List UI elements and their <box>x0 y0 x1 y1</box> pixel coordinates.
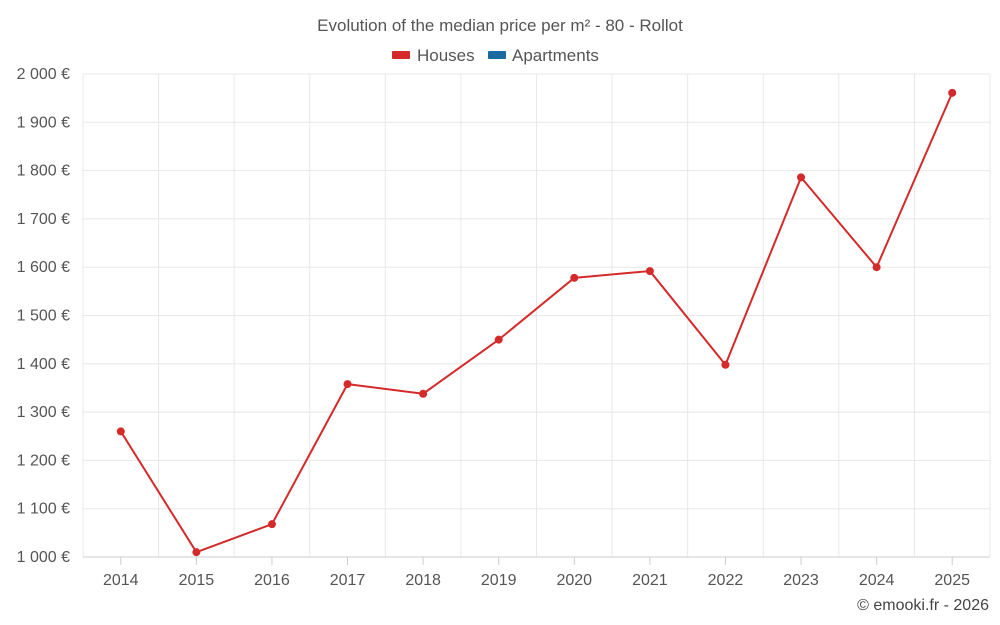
legend: Houses Apartments <box>392 46 599 65</box>
x-tick-label: 2021 <box>632 572 668 589</box>
grid <box>82 73 991 558</box>
x-tick-label: 2025 <box>934 572 970 589</box>
y-tick-label: 1 100 € <box>17 501 70 518</box>
x-tick-label: 2023 <box>783 572 819 589</box>
x-tick-label: 2020 <box>556 572 592 589</box>
credit-text: © emooki.fr - 2026 <box>857 597 989 614</box>
data-point-houses-2014[interactable] <box>116 427 125 436</box>
y-tick-label: 1 400 € <box>17 356 70 373</box>
legend-swatch-apartments[interactable] <box>488 51 506 59</box>
x-tick-label: 2014 <box>103 572 139 589</box>
data-point-houses-2023[interactable] <box>797 173 806 182</box>
data-point-houses-2021[interactable] <box>645 267 654 276</box>
data-point-houses-2015[interactable] <box>192 548 201 557</box>
y-tick-label: 1 700 € <box>17 211 70 228</box>
y-tick-label: 1 300 € <box>17 404 70 421</box>
legend-label-apartments[interactable]: Apartments <box>512 46 599 65</box>
y-tick-label: 1 000 € <box>17 549 70 566</box>
data-point-houses-2024[interactable] <box>872 263 881 272</box>
data-point-houses-2017[interactable] <box>343 380 352 389</box>
x-tick-label: 2015 <box>179 572 215 589</box>
y-tick-label: 1 900 € <box>17 114 70 131</box>
data-point-houses-2016[interactable] <box>267 520 276 529</box>
data-point-houses-2025[interactable] <box>948 88 957 97</box>
series-line-houses <box>119 92 954 554</box>
legend-swatch-houses[interactable] <box>392 51 410 59</box>
y-tick-label: 2 000 € <box>17 66 70 83</box>
data-point-houses-2019[interactable] <box>494 335 503 344</box>
y-tick-label: 1 200 € <box>17 452 70 469</box>
series <box>116 88 957 557</box>
y-tick-label: 1 800 € <box>17 163 70 180</box>
data-point-houses-2022[interactable] <box>721 360 730 369</box>
x-tick-label: 2019 <box>481 572 517 589</box>
axes: 1 000 € 1 100 € 1 200 € 1 300 € 1 400 € 1 500… <box>17 66 970 589</box>
chart-title: Evolution of the median price per m² - 8… <box>317 16 683 35</box>
x-tick-label: 2022 <box>708 572 744 589</box>
y-tick-label: 1 500 € <box>17 308 70 325</box>
y-tick-label: 1 600 € <box>17 259 70 276</box>
data-point-houses-2020[interactable] <box>570 273 579 282</box>
data-point-houses-2018[interactable] <box>419 389 428 398</box>
x-tick-label: 2016 <box>254 572 290 589</box>
x-tick-label: 2024 <box>859 572 895 589</box>
x-tick-label: 2017 <box>330 572 366 589</box>
legend-label-houses[interactable]: Houses <box>417 46 475 65</box>
x-tick-label: 2018 <box>405 572 441 589</box>
